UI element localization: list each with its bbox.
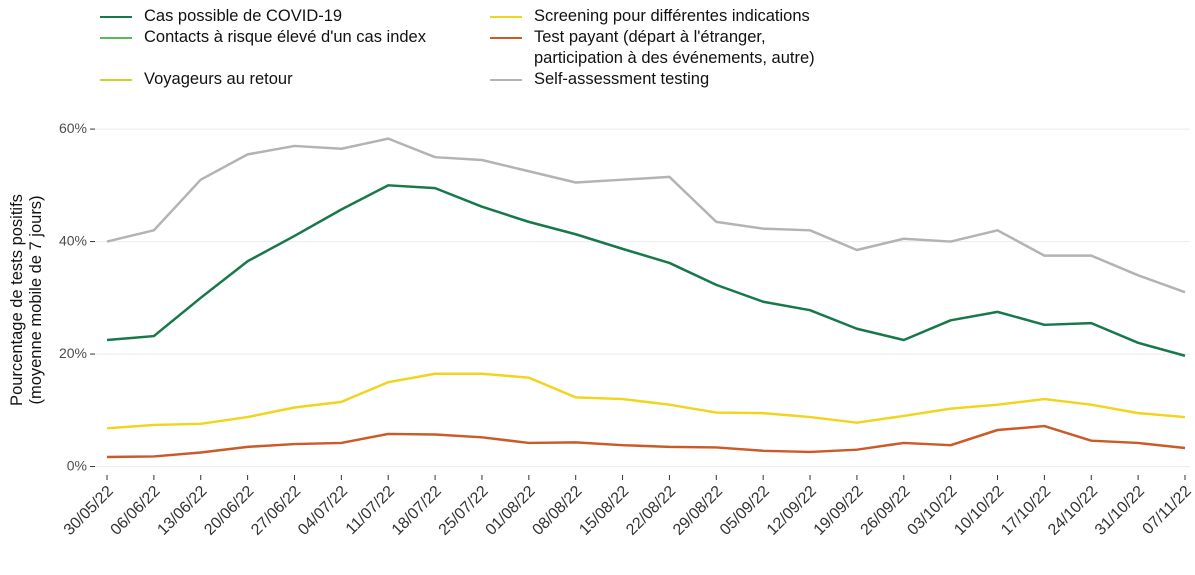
x-tick-label: 01/08/22 [483, 483, 539, 539]
y-axis-label-line: Pourcentage de tests positifs [8, 194, 26, 406]
y-axis-label-line: (moyenne mobile de 7 jours) [27, 195, 45, 404]
legend-item: Cas possible de COVID-19 [100, 6, 490, 27]
x-tick-label: 06/06/22 [108, 483, 164, 539]
x-tick-label: 18/07/22 [389, 483, 445, 539]
y-tick-label: 60% [59, 120, 87, 136]
y-tick-label: 0% [67, 457, 87, 473]
series-line [106, 184, 1186, 357]
legend-item: Self-assessment testing [490, 69, 890, 90]
x-tick-label: 08/08/22 [529, 483, 585, 539]
legend: Cas possible de COVID-19 Contacts à risqu… [100, 6, 900, 90]
legend-swatch [100, 16, 132, 18]
y-tick-label: 20% [59, 345, 87, 361]
x-tick-label: 07/11/22 [1140, 483, 1195, 538]
legend-swatch [490, 37, 522, 39]
x-tick-label: 26/09/22 [858, 483, 914, 539]
legend-swatch [100, 37, 132, 39]
x-tick-label: 20/06/22 [201, 483, 257, 539]
legend-label: Cas possible de COVID-19 [144, 7, 343, 25]
legend-label: Test payant (départ à l'étranger, partic… [534, 28, 815, 67]
x-tick-label: 04/07/22 [295, 483, 351, 539]
legend-item: Contacts à risque élevé d'un cas index [100, 27, 490, 69]
x-tick-label: 17/10/22 [998, 483, 1054, 539]
x-tick-label: 03/10/22 [904, 483, 960, 539]
x-tick-label: 10/10/22 [951, 483, 1007, 539]
x-tick-label: 05/09/22 [717, 483, 773, 539]
legend-label: Self-assessment testing [534, 70, 710, 88]
y-axis-label: Pourcentage de tests positifs(moyenne mo… [8, 194, 45, 406]
series-line [106, 137, 1186, 294]
x-tick-label: 25/07/22 [436, 483, 492, 539]
x-tick-label: 13/06/22 [154, 483, 210, 539]
x-tick-label: 15/08/22 [576, 483, 632, 539]
x-tick-label: 27/06/22 [248, 483, 304, 539]
x-tick-label: 30/05/22 [61, 483, 117, 539]
series-line [106, 372, 1186, 430]
x-tick-label: 22/08/22 [623, 483, 679, 539]
legend-swatch [490, 16, 522, 18]
x-tick-label: 12/09/22 [764, 483, 820, 539]
x-tick-label: 31/10/22 [1092, 483, 1148, 539]
x-tick-label: 19/09/22 [811, 483, 867, 539]
legend-item: Test payant (départ à l'étranger, partic… [490, 27, 890, 69]
legend-item: Voyageurs au retour [100, 69, 490, 90]
x-tick-label: 29/08/22 [670, 483, 726, 539]
x-tick-label: 24/10/22 [1045, 483, 1101, 539]
x-tick-label: 11/07/22 [343, 483, 398, 538]
legend-label: Voyageurs au retour [144, 70, 293, 88]
legend-label: Contacts à risque élevé d'un cas index [144, 28, 426, 46]
legend-swatch [490, 79, 522, 81]
series-line [106, 424, 1186, 459]
legend-label: Screening pour différentes indications [534, 7, 810, 25]
y-tick-label: 40% [59, 232, 87, 248]
legend-swatch [100, 79, 132, 81]
legend-item: Screening pour différentes indications [490, 6, 890, 27]
